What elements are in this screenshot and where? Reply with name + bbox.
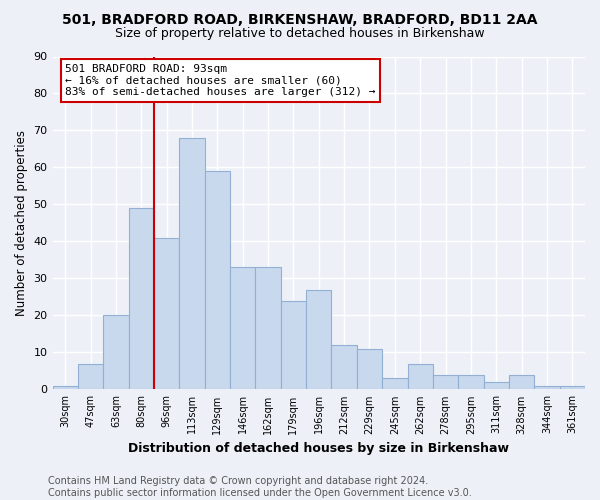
Bar <box>382 378 407 390</box>
Bar <box>78 364 103 390</box>
Bar <box>560 386 585 390</box>
Bar <box>433 374 458 390</box>
Bar <box>128 208 154 390</box>
Bar <box>205 171 230 390</box>
Bar <box>484 382 509 390</box>
Bar <box>407 364 433 390</box>
Bar <box>306 290 331 390</box>
Text: 501 BRADFORD ROAD: 93sqm
← 16% of detached houses are smaller (60)
83% of semi-d: 501 BRADFORD ROAD: 93sqm ← 16% of detach… <box>65 64 376 97</box>
Text: Contains HM Land Registry data © Crown copyright and database right 2024.
Contai: Contains HM Land Registry data © Crown c… <box>48 476 472 498</box>
X-axis label: Distribution of detached houses by size in Birkenshaw: Distribution of detached houses by size … <box>128 442 509 455</box>
Bar <box>281 300 306 390</box>
Bar <box>458 374 484 390</box>
Bar <box>230 268 256 390</box>
Bar <box>331 345 357 390</box>
Bar <box>509 374 534 390</box>
Bar <box>179 138 205 390</box>
Bar <box>103 316 128 390</box>
Bar <box>534 386 560 390</box>
Bar <box>53 386 78 390</box>
Bar <box>256 268 281 390</box>
Text: 501, BRADFORD ROAD, BIRKENSHAW, BRADFORD, BD11 2AA: 501, BRADFORD ROAD, BIRKENSHAW, BRADFORD… <box>62 12 538 26</box>
Bar <box>357 348 382 390</box>
Y-axis label: Number of detached properties: Number of detached properties <box>15 130 28 316</box>
Bar <box>154 238 179 390</box>
Text: Size of property relative to detached houses in Birkenshaw: Size of property relative to detached ho… <box>115 28 485 40</box>
